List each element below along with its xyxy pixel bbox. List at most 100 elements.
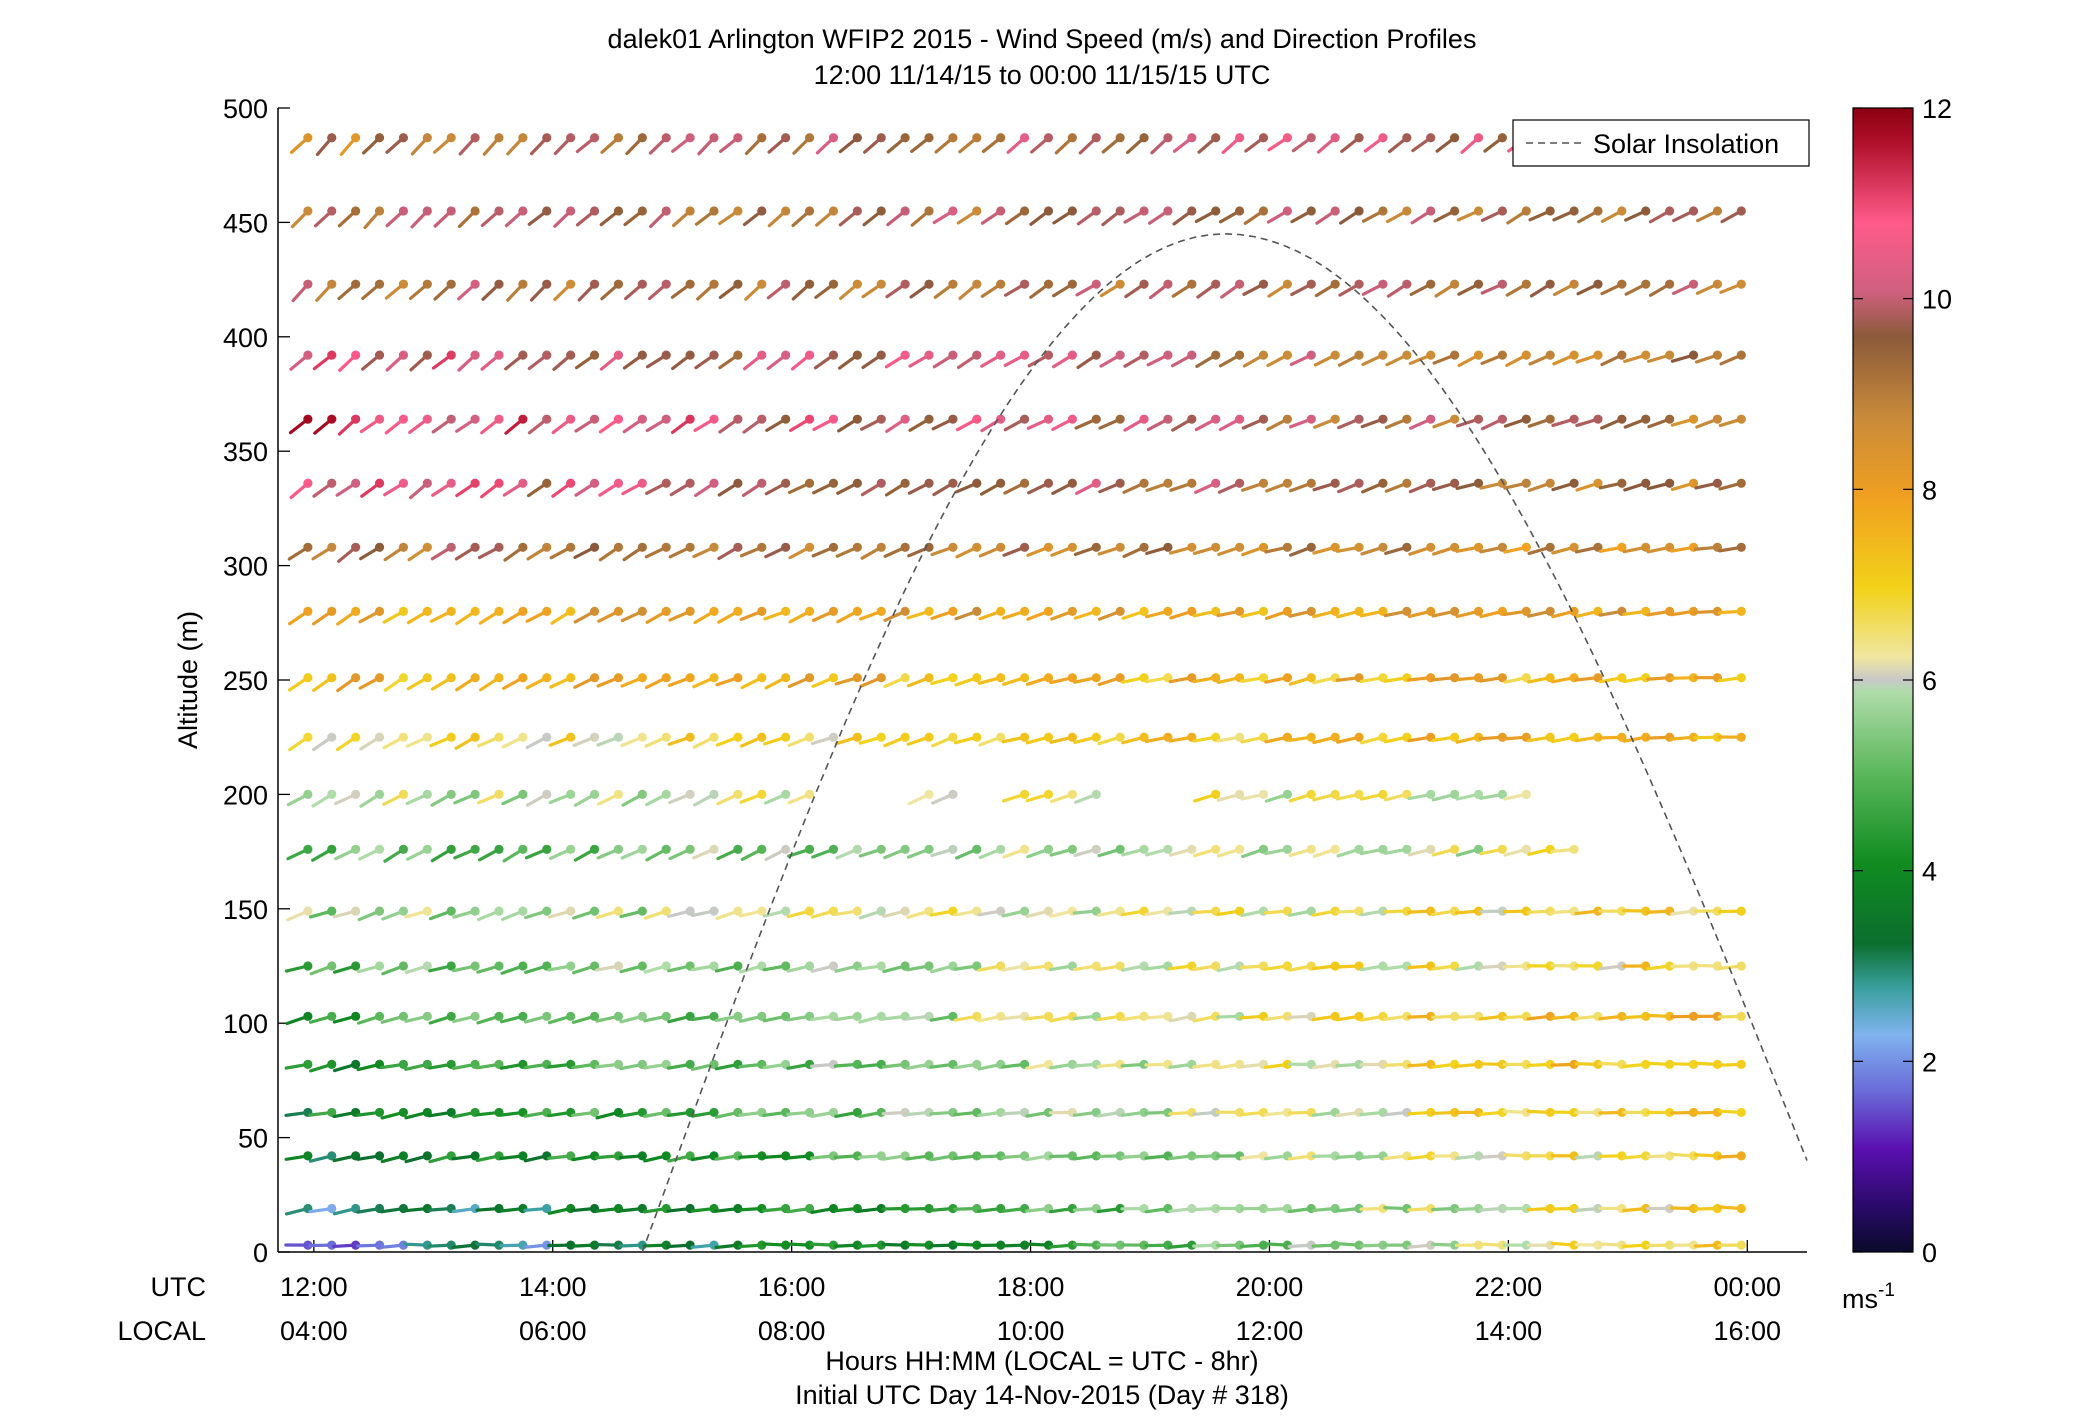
wind-barb-point bbox=[1378, 1240, 1388, 1250]
wind-barb-point bbox=[1091, 414, 1101, 424]
wind-barb-point bbox=[757, 1011, 767, 1021]
wind-barb-point bbox=[852, 206, 862, 216]
wind-barb-point bbox=[1688, 906, 1699, 916]
wind-barb-point bbox=[1234, 350, 1245, 360]
wind-barb-point bbox=[1665, 673, 1675, 683]
wind-barb-point bbox=[781, 789, 791, 800]
wind-barb-point bbox=[996, 206, 1006, 216]
wind-barb-point bbox=[1354, 1059, 1364, 1069]
wind-barb-point bbox=[1306, 673, 1316, 683]
wind-barb-point bbox=[494, 206, 504, 216]
wind-barb-point bbox=[1617, 542, 1627, 552]
wind-barb-point bbox=[1019, 133, 1030, 143]
wind-barb-point bbox=[828, 478, 839, 488]
wind-barb-point bbox=[398, 1107, 409, 1118]
wind-barb-point bbox=[1211, 789, 1221, 800]
wind-barb-point bbox=[996, 350, 1006, 360]
wind-barb-point bbox=[542, 789, 552, 800]
wind-barb-point bbox=[1211, 1107, 1221, 1118]
wind-barb-point bbox=[1067, 732, 1077, 742]
wind-barb-point bbox=[757, 414, 767, 424]
legend: Solar Insolation bbox=[1512, 119, 1810, 167]
wind-barb-point bbox=[852, 673, 862, 683]
wind-barb-point bbox=[1450, 1107, 1460, 1118]
wind-barb-point bbox=[327, 279, 337, 289]
wind-barb-point bbox=[589, 279, 600, 289]
wind-barb-point bbox=[1378, 732, 1388, 742]
wind-barb-point bbox=[1736, 1203, 1746, 1214]
wind-barb-point bbox=[781, 350, 791, 360]
wind-barb-point bbox=[1450, 350, 1460, 360]
wind-barb-point bbox=[1163, 844, 1173, 854]
wind-barb-point bbox=[948, 206, 958, 216]
wind-barb-point bbox=[828, 732, 839, 742]
wind-barb-point bbox=[566, 478, 576, 488]
wind-barb-point bbox=[374, 789, 385, 800]
wind-barb-point bbox=[733, 673, 743, 683]
wind-barb-point bbox=[1211, 606, 1221, 616]
colorbar-unit-exponent: -1 bbox=[1878, 1280, 1895, 1301]
wind-barb-point bbox=[876, 350, 886, 360]
wind-barb-point bbox=[494, 133, 504, 143]
wind-barb-point bbox=[1115, 350, 1125, 360]
wind-barb-point bbox=[1258, 478, 1269, 488]
wind-barb-point bbox=[1282, 133, 1292, 143]
wind-barb-point bbox=[972, 542, 982, 552]
wind-barb-point bbox=[1593, 673, 1603, 683]
wind-barb-point bbox=[613, 133, 624, 143]
wind-barb-point bbox=[470, 961, 480, 971]
wind-barb-point bbox=[1473, 414, 1484, 424]
wind-barb-point bbox=[1091, 844, 1101, 854]
wind-barb-point bbox=[733, 133, 743, 143]
wind-barb-point bbox=[757, 906, 767, 916]
wind-barb-point bbox=[972, 673, 982, 683]
wind-barb-point bbox=[661, 414, 671, 424]
wind-barb-point bbox=[828, 606, 839, 616]
x-tick-label-local: 10:00 bbox=[997, 1316, 1065, 1346]
wind-barb-point bbox=[1091, 673, 1101, 683]
wind-barb-point bbox=[1091, 732, 1101, 742]
wind-barb-point bbox=[781, 844, 791, 854]
wind-barb-point bbox=[1641, 542, 1651, 552]
wind-barb-point bbox=[1234, 279, 1245, 289]
wind-barb-point bbox=[637, 478, 647, 488]
wind-barb-point bbox=[637, 732, 647, 742]
wind-barb-point bbox=[303, 1011, 313, 1021]
wind-barb-point bbox=[327, 844, 337, 854]
wind-barb-point bbox=[804, 133, 815, 143]
wind-barb-point bbox=[685, 133, 695, 143]
wind-barb-point bbox=[327, 673, 337, 683]
wind-barb-point bbox=[470, 673, 480, 683]
wind-barb-point bbox=[1593, 414, 1603, 424]
wind-barb-point bbox=[709, 414, 719, 424]
y-tick-label: 0 bbox=[253, 1238, 268, 1268]
wind-barb-point bbox=[613, 478, 624, 488]
wind-barb-point bbox=[351, 844, 361, 854]
wind-barb-point bbox=[1163, 542, 1173, 552]
wind-barb-point bbox=[446, 789, 456, 800]
wind-barb-point bbox=[1019, 906, 1030, 916]
wind-barb-point bbox=[685, 606, 695, 616]
wind-barb-point bbox=[996, 133, 1006, 143]
wind-barb-point bbox=[661, 478, 671, 488]
wind-barb-point bbox=[1115, 414, 1125, 424]
wind-barb-point bbox=[303, 906, 313, 916]
wind-barb-point bbox=[1258, 606, 1269, 616]
wind-barb-point bbox=[1521, 350, 1531, 360]
wind-barb-point bbox=[566, 133, 576, 143]
wind-barb-point bbox=[303, 844, 313, 854]
wind-barb-point bbox=[637, 961, 647, 971]
wind-barb-point bbox=[1497, 133, 1507, 143]
wind-barb-point bbox=[1593, 1151, 1603, 1161]
wind-barb-point bbox=[1115, 1203, 1125, 1214]
wind-barb-point bbox=[948, 1203, 958, 1214]
wind-barb-point bbox=[876, 844, 886, 854]
wind-barb-point bbox=[1617, 206, 1627, 216]
wind-barb-point bbox=[542, 542, 552, 552]
chart-title: dalek01 Arlington WFIP2 2015 - Wind Spee… bbox=[608, 24, 1477, 54]
wind-barb-point bbox=[996, 414, 1006, 424]
wind-barb-point bbox=[303, 673, 313, 683]
wind-barb-point bbox=[1641, 350, 1651, 360]
wind-barb-point bbox=[709, 279, 719, 289]
wind-barb-point bbox=[303, 1240, 313, 1250]
